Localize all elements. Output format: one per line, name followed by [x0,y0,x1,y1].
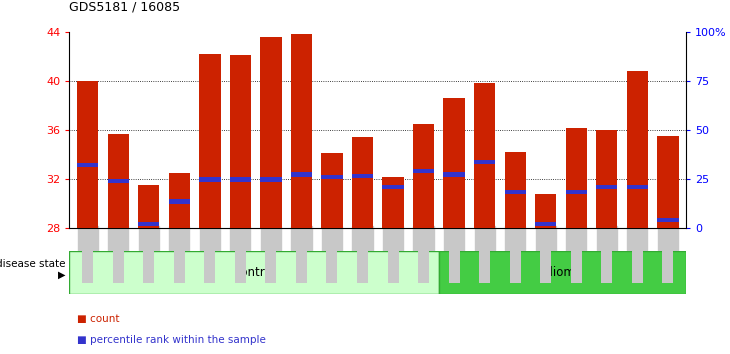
Bar [260,177,282,182]
Bar [260,37,282,228]
Text: glioma: glioma [543,266,583,279]
Bar [69,251,439,294]
Bar [413,124,434,228]
Text: ■ percentile rank within the sample: ■ percentile rank within the sample [77,335,266,345]
Bar [535,194,556,228]
Bar [566,128,587,228]
Bar [352,137,373,228]
Bar [199,54,220,228]
Bar [657,218,679,222]
Bar [321,153,342,228]
Bar [474,160,496,165]
Text: control: control [234,266,275,279]
Text: ▶: ▶ [58,269,66,279]
Bar [474,84,496,228]
Bar [443,98,465,228]
Bar [443,172,465,177]
Text: GDS5181 / 16085: GDS5181 / 16085 [69,1,180,13]
Bar [596,185,618,189]
Bar [199,177,220,182]
Bar [383,185,404,189]
Bar [504,152,526,228]
Bar [169,199,190,204]
Bar [291,34,312,228]
Bar [138,185,159,228]
Bar [535,222,556,226]
Bar [107,134,129,228]
Bar [352,174,373,178]
Text: ■ count: ■ count [77,314,119,324]
Bar [107,179,129,183]
Bar [291,172,312,177]
Bar [626,71,648,228]
Bar [138,222,159,226]
Bar [77,162,99,167]
Bar [230,55,251,228]
Bar [413,169,434,173]
Bar [383,177,404,228]
Bar [596,130,618,228]
Bar [504,190,526,194]
Bar [169,173,190,228]
Bar [321,175,342,179]
Bar [77,81,99,228]
Bar [230,177,251,182]
Bar [439,251,686,294]
Bar [626,185,648,189]
Bar [566,190,587,194]
Bar [657,136,679,228]
Text: disease state: disease state [0,259,66,269]
